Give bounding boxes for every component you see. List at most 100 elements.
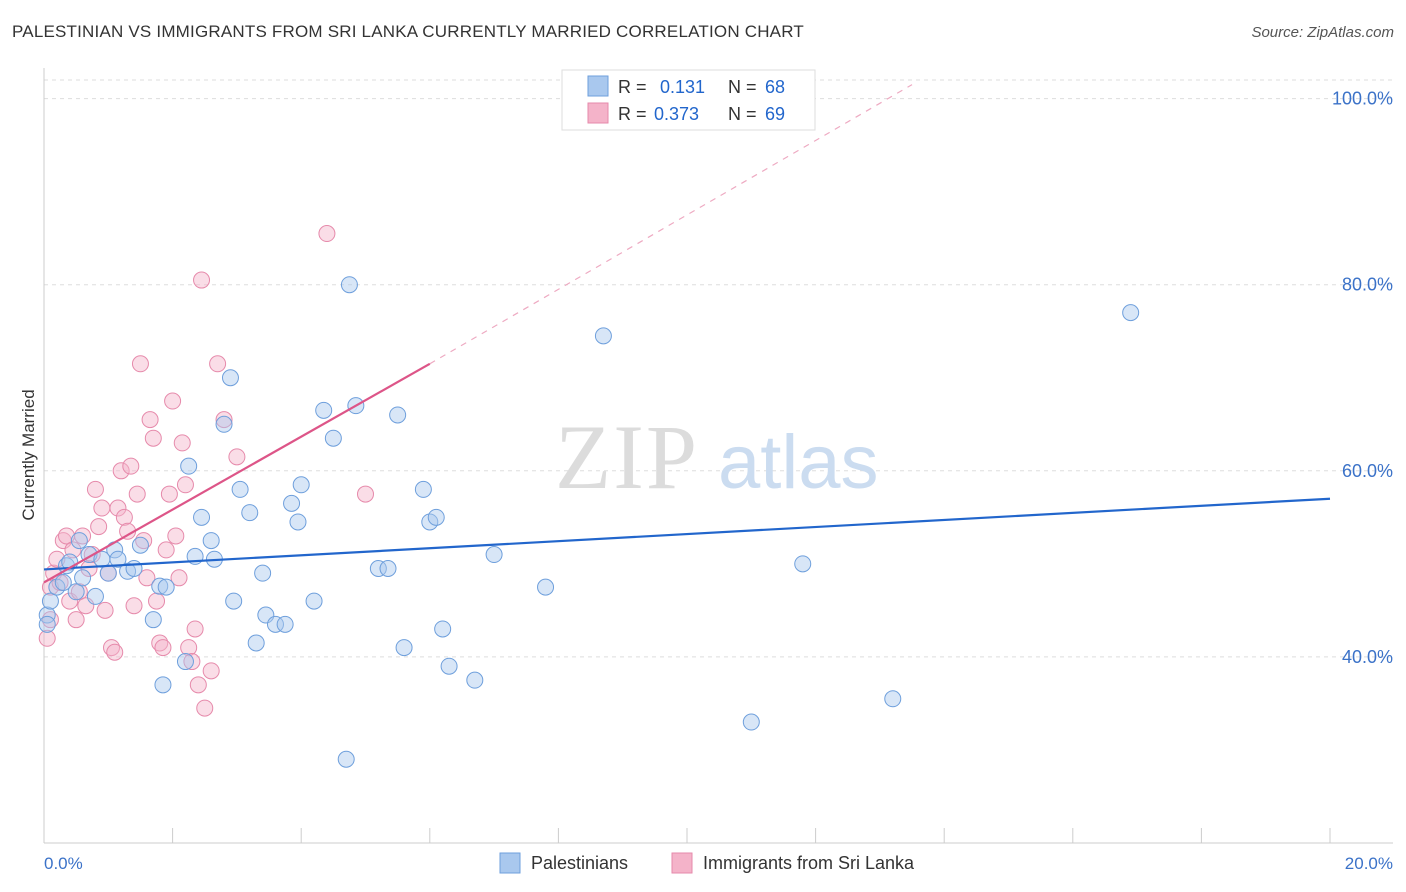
data-point (138, 569, 156, 587)
legend-r-value-1: 0.131 (660, 77, 705, 97)
data-point (1122, 304, 1140, 322)
data-point (225, 592, 243, 610)
data-point (99, 564, 117, 582)
watermark-zip: ZIP (555, 406, 699, 508)
data-point (183, 653, 201, 671)
data-point (74, 569, 92, 587)
y-tick-labels: 40.0% 60.0% 80.0% 100.0% (1332, 89, 1393, 667)
data-point (167, 527, 185, 545)
legend-swatch-pink (587, 102, 609, 124)
data-point (144, 429, 162, 447)
data-point (41, 611, 59, 629)
legend-label-sri-lanka: Immigrants from Sri Lanka (703, 853, 915, 873)
data-point (318, 225, 336, 243)
data-point (148, 592, 166, 610)
data-point (151, 577, 169, 595)
data-point (337, 750, 355, 768)
trend-line-palestinians (43, 497, 1331, 571)
data-point (215, 411, 233, 429)
data-point (67, 611, 85, 629)
data-point (170, 569, 188, 587)
data-point (283, 494, 301, 512)
legend-r-value-2: 0.373 (654, 104, 699, 124)
data-point (131, 355, 149, 373)
data-point (115, 508, 133, 526)
data-point (70, 532, 88, 550)
data-point (38, 606, 56, 624)
data-point (247, 634, 265, 652)
data-point (41, 592, 59, 610)
trend-line-sri-lanka (43, 362, 431, 584)
legend-n-value-1: 68 (765, 77, 785, 97)
data-point (202, 532, 220, 550)
legend-swatch-blue (587, 75, 609, 97)
data-point (742, 713, 760, 731)
data-point (466, 671, 484, 689)
axes (43, 68, 1393, 844)
trend-lines (43, 84, 1331, 584)
data-point (189, 676, 207, 694)
data-point (241, 504, 259, 522)
data-point (157, 578, 175, 596)
gridlines (44, 79, 1393, 658)
data-point (434, 620, 452, 638)
data-point (141, 411, 159, 429)
data-point (340, 276, 358, 294)
data-point (103, 639, 121, 657)
x-tick-label-max: 20.0% (1345, 854, 1393, 873)
data-point (228, 448, 246, 466)
legend-n-label-1: N = (728, 77, 757, 97)
trend-extension-sri-lanka (429, 84, 913, 365)
data-point (369, 560, 387, 578)
series-palestinians-points (38, 276, 1140, 768)
data-point (292, 476, 310, 494)
data-point (176, 476, 194, 494)
data-point (122, 457, 140, 475)
data-point (151, 634, 169, 652)
data-point (96, 601, 114, 619)
legend-swatch-palestinians (499, 852, 521, 874)
x-tick-label-min: 0.0% (44, 854, 83, 873)
data-point (86, 480, 104, 498)
data-point (176, 653, 194, 671)
data-point (315, 401, 333, 419)
data-point (173, 434, 191, 452)
data-point (125, 597, 143, 615)
data-point (38, 615, 56, 633)
data-point (324, 429, 342, 447)
data-point (193, 271, 211, 289)
data-point (186, 620, 204, 638)
legend-r-label-1: R = (618, 77, 647, 97)
data-point (128, 485, 146, 503)
y-axis-label: Currently Married (19, 389, 38, 520)
data-point (427, 508, 445, 526)
data-point (38, 629, 56, 647)
data-point (537, 578, 555, 596)
data-point (86, 587, 104, 605)
data-point (180, 457, 198, 475)
data-point (109, 550, 127, 568)
data-point (144, 611, 162, 629)
data-point (48, 550, 66, 568)
series-sri-lanka-points (38, 225, 374, 717)
data-point (74, 527, 92, 545)
data-point (305, 592, 323, 610)
data-point (196, 699, 214, 717)
data-point (202, 662, 220, 680)
legend-r-label-2: R = (618, 104, 647, 124)
chart-title: PALESTINIAN VS IMMIGRANTS FROM SRI LANKA… (12, 22, 804, 41)
source-label: Source: ZipAtlas.com (1251, 24, 1394, 41)
data-point (135, 532, 153, 550)
data-point (884, 690, 902, 708)
legend-n-value-2: 69 (765, 104, 785, 124)
data-point (80, 560, 98, 578)
data-point (193, 508, 211, 526)
data-point (164, 392, 182, 410)
data-point (276, 615, 294, 633)
data-point (67, 583, 85, 601)
data-point (379, 560, 397, 578)
data-point (485, 546, 503, 564)
legend-label-palestinians: Palestinians (531, 853, 628, 873)
data-point (180, 639, 198, 657)
